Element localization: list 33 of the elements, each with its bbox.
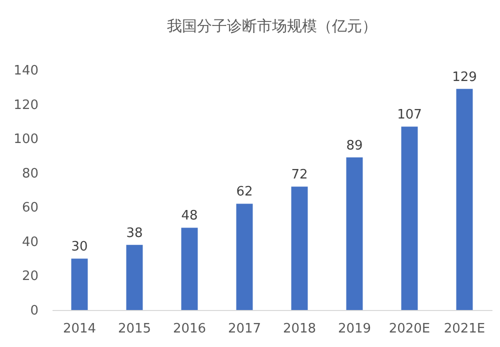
y-tick-label: 0 xyxy=(30,304,38,318)
bar xyxy=(236,204,253,310)
x-tick-label: 2015 xyxy=(118,322,152,336)
x-tick-label: 2018 xyxy=(282,322,316,336)
bar xyxy=(346,157,363,310)
x-tick-label: 2021E xyxy=(444,322,486,336)
y-tick-label: 60 xyxy=(22,200,38,216)
x-tick-label: 2017 xyxy=(228,322,262,336)
data-label: 62 xyxy=(236,184,253,200)
chart-title: 我国分子诊断市场规模（亿元） xyxy=(167,17,377,35)
data-label: 107 xyxy=(397,108,422,123)
data-label: 129 xyxy=(452,70,477,85)
bar xyxy=(181,228,198,310)
data-label: 89 xyxy=(346,138,363,154)
data-label: 30 xyxy=(71,240,88,255)
bar xyxy=(291,186,308,310)
x-tick-label: 2020E xyxy=(388,322,430,336)
y-tick-label: 40 xyxy=(22,234,38,250)
bar xyxy=(71,258,88,310)
bar xyxy=(126,244,143,310)
y-tick-label: 120 xyxy=(14,98,38,113)
y-tick-label: 20 xyxy=(22,269,38,284)
data-label: 48 xyxy=(181,208,198,224)
data-label: 38 xyxy=(126,226,143,241)
x-tick-label: 2016 xyxy=(172,322,206,336)
bar xyxy=(456,88,473,310)
y-tick-label: 140 xyxy=(14,64,38,78)
y-tick-label: 80 xyxy=(22,166,38,182)
y-tick-label: 100 xyxy=(14,132,38,148)
data-label: 72 xyxy=(291,168,308,183)
x-tick-label: 2014 xyxy=(62,322,96,336)
bar xyxy=(401,126,418,310)
x-tick-label: 2019 xyxy=(338,322,372,336)
